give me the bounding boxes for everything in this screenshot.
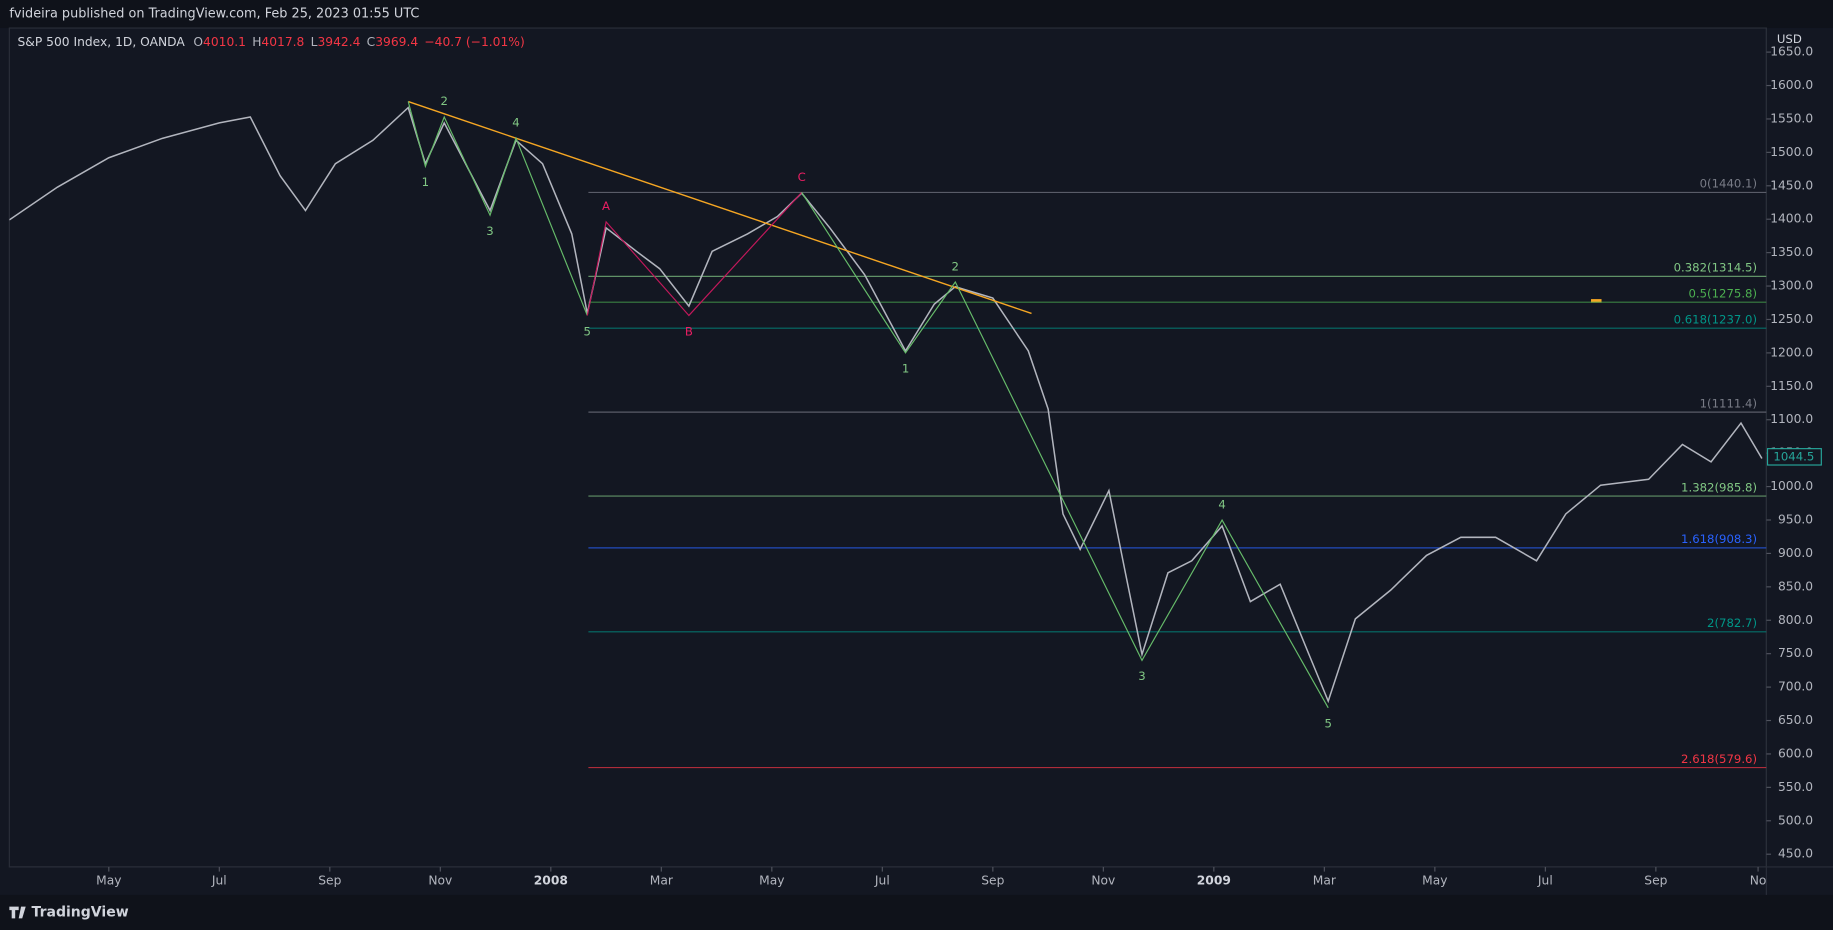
wave-line bbox=[407, 101, 588, 316]
fib-label: 2.618(579.6) bbox=[1681, 752, 1757, 766]
x-tick-label: Nov bbox=[1091, 873, 1115, 887]
y-tick-label: 1250.0 bbox=[1770, 312, 1813, 326]
y-tick-label: 1000.0 bbox=[1770, 479, 1813, 493]
y-tick-label: 650.0 bbox=[1778, 713, 1813, 727]
logo-icon bbox=[9, 906, 26, 919]
x-tick-label: Sep bbox=[318, 873, 341, 887]
wave-label: 4 bbox=[512, 116, 519, 130]
y-tick-label: 1300.0 bbox=[1770, 279, 1813, 293]
x-tick-label: May bbox=[759, 873, 784, 887]
high-value: 4017.8 bbox=[261, 35, 304, 49]
x-tick-label: May bbox=[1422, 873, 1447, 887]
x-tick-label: Nov bbox=[428, 873, 452, 887]
close-value: 3969.4 bbox=[375, 35, 418, 49]
fib-label: 0.5(1275.8) bbox=[1688, 287, 1757, 301]
footer-brand: TradingView bbox=[32, 904, 129, 920]
wave-label: 2 bbox=[952, 259, 959, 273]
y-tick-label: 1400.0 bbox=[1770, 212, 1813, 226]
wave-label: 2 bbox=[440, 94, 447, 108]
wave-label: B bbox=[685, 324, 693, 338]
x-tick-label: Mar bbox=[1313, 873, 1337, 887]
footer-bar bbox=[0, 894, 1833, 930]
y-tick-label: 500.0 bbox=[1778, 813, 1813, 827]
y-tick-label: 450.0 bbox=[1778, 847, 1813, 861]
close-label: C bbox=[367, 35, 376, 49]
x-tick-label: Jul bbox=[211, 873, 227, 887]
fib-label: 0.618(1237.0) bbox=[1674, 312, 1757, 326]
y-tick-label: 1100.0 bbox=[1770, 412, 1813, 426]
open-label: O bbox=[193, 35, 203, 49]
fib-label: 1(1111.4) bbox=[1700, 396, 1757, 410]
x-tick-label: Jul bbox=[1537, 873, 1553, 887]
low-value: 3942.4 bbox=[317, 35, 360, 49]
y-tick-label: 550.0 bbox=[1778, 780, 1813, 794]
fib-label: 1.618(908.3) bbox=[1681, 532, 1757, 546]
x-tick-label: Jul bbox=[874, 873, 890, 887]
wave-label: 5 bbox=[584, 324, 591, 338]
y-tick-label: 1350.0 bbox=[1770, 245, 1813, 259]
wave-line bbox=[586, 192, 803, 317]
plot: 0(1440.1) 0.382(1314.5) 0.5(1275.8) 0.618(1… bbox=[9, 94, 1767, 769]
wave-label: 3 bbox=[1138, 669, 1145, 683]
wave-label: 5 bbox=[1324, 717, 1331, 731]
symbol-legend: S&P 500 Index, 1D, OANDA O4010.1 H4017.8… bbox=[18, 35, 525, 49]
high-label: H bbox=[252, 35, 261, 49]
y-tick-label: 1500.0 bbox=[1770, 145, 1813, 159]
y-tick-label: 1550.0 bbox=[1770, 111, 1813, 125]
fib-label: 1.382(985.8) bbox=[1681, 480, 1757, 494]
wave-label: C bbox=[798, 170, 806, 184]
x-tick-label: Sep bbox=[1644, 873, 1667, 887]
y-tick-label: 850.0 bbox=[1778, 579, 1813, 593]
y-tick-label: 600.0 bbox=[1778, 746, 1813, 760]
wave-label: 4 bbox=[1218, 497, 1225, 511]
y-tick-label: 750.0 bbox=[1778, 646, 1813, 660]
fib-label: 0.382(1314.5) bbox=[1674, 261, 1757, 275]
y-tick-label: 800.0 bbox=[1778, 613, 1813, 627]
y-tick-label: 1450.0 bbox=[1770, 178, 1813, 192]
y-tick-label: 900.0 bbox=[1778, 546, 1813, 560]
fib-label: 2(782.7) bbox=[1707, 616, 1757, 630]
last-price-tag bbox=[1766, 448, 1822, 466]
x-tick-label: 2009 bbox=[1197, 873, 1231, 887]
axis-unit: USD bbox=[1777, 32, 1802, 46]
x-tick-label: May bbox=[96, 873, 121, 887]
wave-label: A bbox=[602, 199, 610, 213]
chart-pane bbox=[8, 27, 1767, 868]
trendline bbox=[408, 100, 1032, 315]
x-tick-label: Sep bbox=[981, 873, 1004, 887]
change-value: −40.7 (−1.01%) bbox=[424, 35, 524, 49]
y-tick-label: 1650.0 bbox=[1770, 45, 1813, 59]
open-value: 4010.1 bbox=[203, 35, 246, 49]
y-tick-label: 1150.0 bbox=[1770, 379, 1813, 393]
marker bbox=[1591, 299, 1602, 303]
symbol: S&P 500 Index, 1D, OANDA bbox=[18, 35, 186, 49]
y-tick-label: 1600.0 bbox=[1770, 78, 1813, 92]
header-bar bbox=[0, 0, 1833, 29]
price-line bbox=[9, 106, 1763, 704]
last-price-label: 1044.5 bbox=[1773, 449, 1814, 463]
x-tick-label: No bbox=[1750, 873, 1767, 887]
wave-label: 1 bbox=[902, 362, 909, 376]
wave-label: 1 bbox=[422, 175, 429, 189]
x-tick-label: 2008 bbox=[534, 873, 568, 887]
wave-label: 3 bbox=[486, 224, 493, 238]
y-tick-label: 1200.0 bbox=[1770, 345, 1813, 359]
x-tick-label: Mar bbox=[650, 873, 674, 887]
y-tick-label: 700.0 bbox=[1778, 680, 1813, 694]
fib-label: 0(1440.1) bbox=[1700, 177, 1757, 191]
y-tick-label: 950.0 bbox=[1778, 513, 1813, 527]
wave-line bbox=[801, 192, 1329, 709]
header-text: fvideira published on TradingView.com, F… bbox=[9, 7, 419, 22]
low-label: L bbox=[311, 35, 318, 49]
